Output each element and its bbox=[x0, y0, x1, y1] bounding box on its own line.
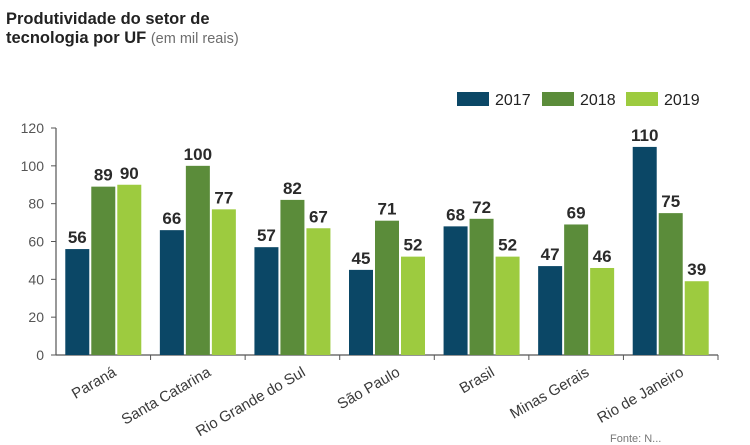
category-label: São Paulo bbox=[335, 364, 403, 413]
category-label: Santa Catarina bbox=[119, 363, 215, 428]
data-label: 57 bbox=[257, 226, 276, 245]
data-label: 75 bbox=[661, 192, 680, 211]
y-tick-label: 20 bbox=[28, 309, 44, 325]
data-label: 72 bbox=[472, 198, 491, 217]
y-tick-label: 40 bbox=[28, 271, 44, 287]
data-label: 82 bbox=[283, 179, 302, 198]
legend-label: 2019 bbox=[664, 92, 700, 109]
bar bbox=[538, 266, 563, 355]
bar bbox=[469, 218, 494, 355]
data-label: 67 bbox=[309, 207, 328, 226]
source-note: Fonte: N... bbox=[610, 433, 662, 445]
y-tick-label: 0 bbox=[36, 347, 44, 363]
y-tick-label: 80 bbox=[28, 196, 44, 212]
bar bbox=[91, 186, 116, 355]
data-label: 46 bbox=[593, 247, 612, 266]
legend-swatch bbox=[542, 92, 574, 106]
data-label: 100 bbox=[184, 145, 212, 164]
bar bbox=[349, 269, 373, 355]
legend-swatch bbox=[457, 92, 489, 106]
category-label: Rio de Janeiro bbox=[594, 364, 686, 427]
data-label: 47 bbox=[541, 245, 560, 264]
data-label: 68 bbox=[446, 205, 465, 224]
bar bbox=[590, 267, 615, 355]
bar bbox=[211, 209, 236, 355]
data-label: 45 bbox=[352, 249, 371, 268]
bar bbox=[658, 213, 683, 355]
bar bbox=[117, 184, 142, 355]
chart-title: Produtividade do setor de bbox=[6, 10, 210, 28]
data-label: 89 bbox=[94, 166, 113, 185]
category-label: Brasil bbox=[457, 364, 498, 397]
y-tick-label: 120 bbox=[21, 120, 45, 136]
y-tick-label: 100 bbox=[21, 158, 45, 174]
data-label: 71 bbox=[378, 200, 397, 219]
chart-title-block: Produtividade do setor de tecnologia por… bbox=[6, 10, 239, 49]
chart-title-second-part: tecnologia por UF bbox=[6, 29, 147, 47]
data-label: 52 bbox=[498, 236, 517, 255]
data-label: 69 bbox=[567, 203, 586, 222]
bar bbox=[401, 256, 425, 355]
bar bbox=[65, 249, 90, 355]
bar bbox=[280, 199, 305, 355]
bar bbox=[684, 281, 709, 355]
bar bbox=[495, 256, 520, 355]
category-label: Paraná bbox=[69, 363, 120, 402]
legend-label: 2018 bbox=[580, 92, 616, 109]
bar bbox=[185, 165, 210, 355]
data-label: 90 bbox=[120, 164, 139, 183]
y-tick-label: 60 bbox=[28, 234, 44, 250]
data-label: 66 bbox=[162, 209, 181, 228]
bar bbox=[375, 220, 399, 355]
chart-title-line2: tecnologia por UF (em mil reais) bbox=[6, 29, 239, 49]
bar bbox=[443, 226, 468, 355]
bar bbox=[632, 146, 657, 355]
bar bbox=[564, 224, 589, 355]
data-label: 52 bbox=[404, 236, 423, 255]
legend-label: 2017 bbox=[495, 92, 531, 109]
bar bbox=[306, 228, 331, 355]
bar bbox=[159, 230, 184, 355]
data-label: 39 bbox=[687, 260, 706, 279]
legend-swatch bbox=[626, 92, 658, 106]
data-label: 110 bbox=[631, 126, 658, 145]
data-label: 77 bbox=[214, 188, 233, 207]
category-label: Minas Gerais bbox=[507, 364, 592, 423]
chart-subtitle: (em mil reais) bbox=[150, 31, 239, 47]
bar bbox=[254, 247, 279, 355]
data-label: 56 bbox=[68, 228, 87, 247]
